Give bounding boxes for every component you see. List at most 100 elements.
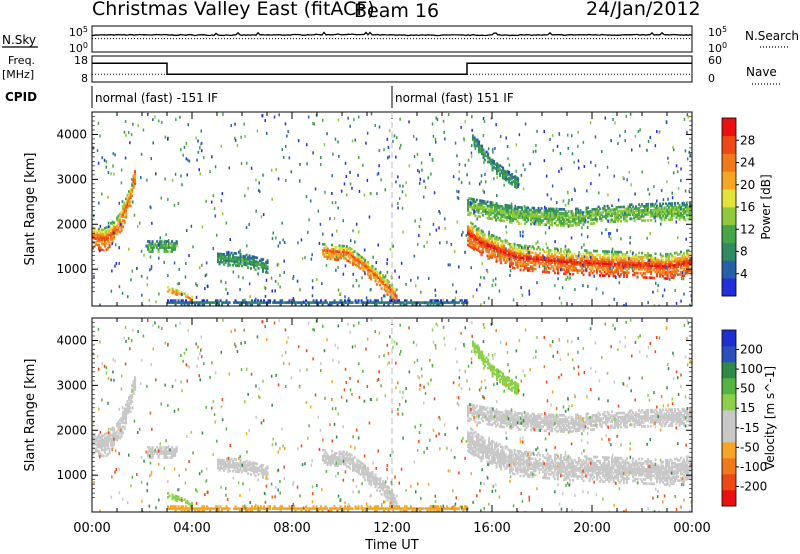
heatmap-cell: [326, 255, 329, 258]
heatmap-cell: [488, 213, 491, 216]
heatmap-cell: [468, 244, 471, 248]
speckle: [197, 139, 199, 143]
heatmap-cell: [665, 254, 668, 258]
heatmap-cell: [101, 434, 104, 437]
heatmap-cell: [163, 246, 166, 249]
heatmap-cell: [527, 214, 530, 218]
speckle: [378, 149, 381, 153]
heatmap-cell: [250, 267, 253, 270]
heatmap-cell: [509, 261, 512, 264]
heatmap-cell: [618, 217, 621, 221]
heatmap-cell: [93, 231, 96, 234]
heatmap-cell: [203, 303, 206, 306]
heatmap-cell: [548, 217, 551, 221]
speckle: [528, 251, 530, 255]
heatmap-cell: [534, 261, 537, 265]
heatmap-cell: [339, 299, 342, 302]
heatmap-cell: [528, 267, 531, 270]
speckle: [271, 197, 273, 201]
heatmap-cell: [617, 220, 620, 223]
heatmap-cell: [113, 221, 116, 224]
heatmap-cell: [615, 262, 618, 266]
heatmap-cell: [446, 299, 449, 302]
heatmap-cell: [441, 303, 444, 306]
heatmap-cell: [677, 265, 680, 268]
heatmap-cell: [684, 270, 687, 273]
heatmap-cell: [126, 399, 129, 403]
heatmap-cell: [536, 213, 539, 216]
speckle: [337, 206, 339, 210]
heatmap-cell: [507, 204, 510, 207]
heatmap-cell: [484, 154, 487, 158]
heatmap-cell: [341, 450, 344, 454]
heatmap-cell: [653, 208, 656, 212]
speckle: [160, 196, 162, 200]
heatmap-cell: [131, 388, 134, 391]
heatmap-cell: [638, 207, 641, 210]
heatmap-cell: [557, 224, 560, 227]
heatmap-cell: [260, 265, 263, 269]
heatmap-cell: [101, 230, 104, 233]
speckle: [211, 200, 213, 204]
heatmap-cell: [522, 248, 525, 252]
heatmap-cell: [563, 272, 566, 275]
speckle: [292, 275, 295, 278]
speckle: [204, 274, 207, 278]
heatmap-cell: [656, 206, 659, 210]
heatmap-cell: [605, 217, 608, 220]
heatmap-cell: [641, 203, 644, 206]
heatmap-cell: [566, 270, 569, 274]
heatmap-cell: [593, 257, 596, 261]
heatmap-cell: [459, 299, 462, 302]
heatmap-cell: [157, 448, 160, 451]
speckle: [558, 296, 561, 300]
heatmap-cell: [167, 301, 170, 304]
speckle: [337, 265, 339, 269]
heatmap-cell: [560, 260, 563, 263]
heatmap-cell: [288, 301, 291, 304]
heatmap-cell: [331, 453, 334, 457]
heatmap-cell: [172, 454, 175, 457]
speckle: [493, 248, 495, 252]
heatmap-cell: [247, 256, 250, 259]
speckle: [470, 151, 473, 155]
heatmap-cell: [549, 215, 552, 219]
heatmap-cell: [671, 202, 674, 205]
speckle: [225, 281, 227, 285]
heatmap-cell: [224, 467, 227, 470]
heatmap-cell: [356, 258, 359, 262]
heatmap-cell: [375, 299, 378, 302]
heatmap-cell: [125, 203, 128, 207]
heatmap-cell: [590, 263, 593, 267]
heatmap-cell: [337, 464, 340, 467]
heatmap-cell: [232, 264, 235, 267]
heatmap-cell: [227, 261, 230, 265]
heatmap-cell: [525, 254, 528, 258]
heatmap-cell: [119, 436, 122, 440]
heatmap-cell: [674, 251, 677, 255]
heatmap-cell: [473, 238, 476, 241]
heatmap-cell: [522, 254, 525, 258]
heatmap-cell: [546, 254, 549, 258]
heatmap-cell: [108, 245, 111, 249]
heatmap-cell: [500, 259, 503, 263]
heatmap-cell: [233, 256, 236, 259]
speckle: [401, 206, 404, 210]
heatmap-cell: [171, 244, 174, 247]
heatmap-cell: [134, 180, 137, 183]
speckle: [648, 259, 650, 263]
speckle: [118, 246, 120, 250]
heatmap-cell: [500, 247, 503, 251]
speckle: [200, 141, 203, 145]
heatmap-cell: [163, 454, 166, 457]
heatmap-cell: [596, 217, 599, 221]
heatmap-cell: [597, 264, 600, 267]
heatmap-cell: [678, 261, 681, 264]
speckle: [684, 210, 687, 214]
heatmap-cell: [660, 254, 663, 258]
heatmap-cell: [247, 472, 250, 475]
heatmap-cell: [132, 382, 135, 385]
heatmap-cell: [265, 471, 268, 474]
speckle: [249, 295, 251, 298]
speckle: [238, 250, 240, 254]
